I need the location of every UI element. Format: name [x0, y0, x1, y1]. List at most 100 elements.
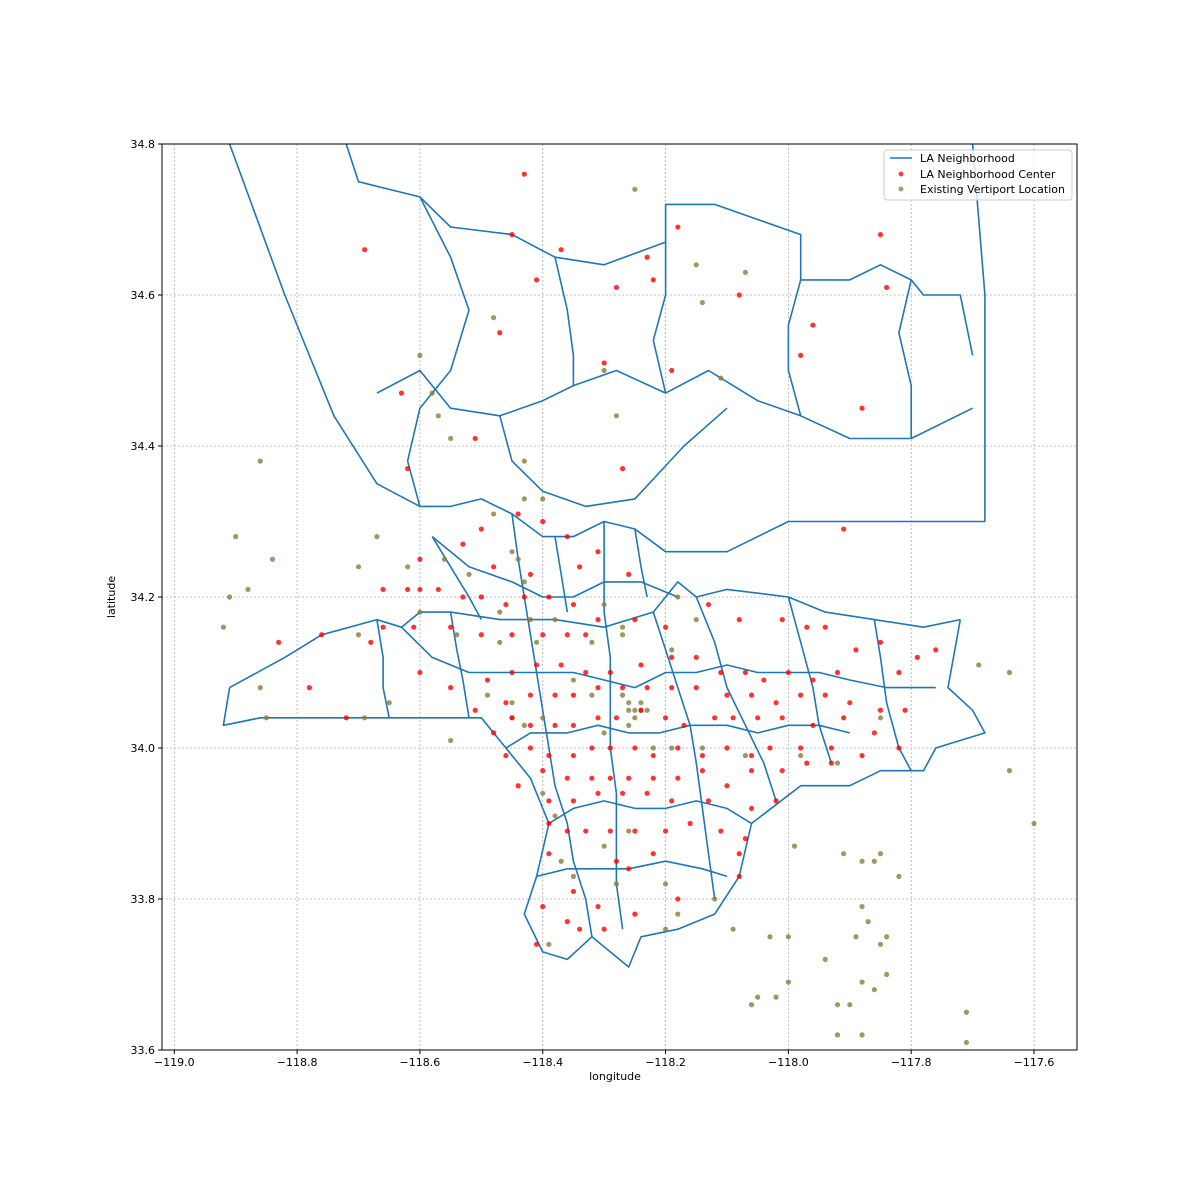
- vertiport-point: [533, 639, 540, 645]
- neighborhood-boundary: [652, 242, 667, 394]
- vertiport-point: [362, 715, 368, 721]
- neighborhood-center-point: [564, 775, 570, 781]
- neighborhood-center-point: [570, 601, 577, 608]
- neighborhood-center-point: [675, 896, 681, 902]
- neighborhood-center-point: [871, 730, 877, 736]
- vertiport-point: [755, 994, 761, 1000]
- neighborhood-center-point: [798, 745, 804, 751]
- vertiport-point: [552, 617, 558, 623]
- neighborhood-boundary: [695, 596, 777, 802]
- vertiport-point: [552, 813, 558, 819]
- vertiport-point: [871, 987, 877, 993]
- neighborhood-boundary: [634, 528, 648, 598]
- neighborhood-center-point: [540, 632, 546, 638]
- neighborhood-center-point: [448, 624, 454, 630]
- neighborhood-boundary: [222, 619, 986, 968]
- y-tick-label: 34.6: [131, 289, 156, 302]
- neighborhood-center-point: [607, 775, 613, 781]
- y-tick-label: 34.0: [131, 742, 156, 755]
- neighborhood-center-point: [509, 232, 515, 238]
- neighborhood-center-point: [718, 828, 724, 834]
- neighborhood-center-point: [619, 790, 626, 796]
- neighborhood-center-point: [736, 292, 742, 298]
- neighborhood-center-point: [515, 783, 521, 789]
- neighborhood-center-point: [779, 768, 785, 774]
- neighborhood-center-point: [896, 669, 902, 676]
- neighborhood-center-point: [343, 715, 349, 721]
- plot-series: [220, 143, 1037, 1046]
- neighborhood-center-point: [632, 828, 638, 834]
- vertiport-point: [718, 375, 724, 381]
- neighborhood-center-point: [558, 247, 564, 253]
- neighborhood-center-point: [570, 888, 577, 895]
- y-tick-label: 33.6: [131, 1044, 156, 1057]
- vertiport-point: [429, 390, 435, 396]
- neighborhood-center-point: [730, 715, 736, 721]
- neighborhood-center-point: [509, 669, 515, 676]
- vertiport-point: [521, 579, 527, 585]
- vertiport-point: [662, 881, 669, 887]
- neighborhood-center-point: [601, 926, 607, 932]
- vertiport-point: [491, 511, 497, 517]
- vertiport-point: [509, 549, 515, 555]
- neighborhood-center-point: [718, 669, 724, 676]
- vertiport-point: [417, 609, 423, 615]
- neighborhood-center-point: [828, 760, 834, 766]
- vertiport-point: [853, 934, 859, 940]
- neighborhood-center-point: [755, 715, 761, 721]
- vertiport-point: [540, 496, 546, 502]
- vertiport-point: [699, 745, 706, 751]
- neighborhood-center-point: [798, 692, 804, 698]
- neighborhood-center-point: [724, 783, 730, 789]
- legend-vertiport-swatch: [898, 186, 904, 192]
- neighborhood-center-point: [675, 745, 681, 751]
- neighborhood-center-point: [748, 805, 755, 812]
- neighborhood-center-point: [417, 669, 423, 676]
- vertiport-point: [491, 315, 497, 321]
- neighborhood-center-point: [589, 775, 595, 781]
- neighborhood-center-point: [527, 571, 534, 577]
- neighborhood-center-point: [380, 624, 386, 630]
- neighborhood-center-point: [650, 752, 656, 759]
- vertiport-point: [441, 556, 448, 562]
- neighborhood-boundary: [499, 407, 728, 508]
- neighborhood-center-point: [497, 330, 503, 336]
- legend-center-swatch: [898, 171, 904, 177]
- neighborhood-center-point: [834, 669, 841, 676]
- vertiport-point: [355, 564, 362, 570]
- vertiport-point: [527, 617, 534, 623]
- vertiport-point: [859, 858, 865, 864]
- neighborhood-center-point: [841, 715, 847, 721]
- neighborhood-center-point: [460, 541, 466, 547]
- vertiport-point: [884, 934, 890, 940]
- vertiport-point: [877, 851, 884, 857]
- neighborhood-center-point: [564, 919, 570, 925]
- neighborhood-center-point: [644, 790, 650, 796]
- vertiport-point: [546, 941, 552, 947]
- vertiport-point: [619, 632, 626, 638]
- vertiport-point: [619, 624, 626, 630]
- vertiport-point: [871, 858, 877, 864]
- neighborhood-center-point: [896, 745, 902, 751]
- vertiport-point: [767, 934, 773, 940]
- neighborhood-center-point: [527, 745, 534, 751]
- neighborhood-center-point: [595, 715, 601, 721]
- neighborhood-boundary: [431, 536, 483, 620]
- vertiport-point: [417, 352, 423, 358]
- vertiport-point: [601, 843, 607, 849]
- neighborhood-center-point: [564, 534, 570, 540]
- neighborhood-center-point: [638, 662, 644, 668]
- vertiport-point: [257, 685, 263, 691]
- neighborhood-center-point: [570, 692, 577, 698]
- neighborhood-center-point: [540, 768, 546, 774]
- neighborhood-center-point: [619, 466, 626, 472]
- neighborhood-center-point: [669, 798, 675, 804]
- vertiport-point: [263, 715, 269, 721]
- neighborhood-center-point: [822, 624, 828, 630]
- neighborhood-center-point: [669, 685, 675, 691]
- x-tick-label: −119.0: [154, 1056, 195, 1069]
- neighborhood-center-point: [460, 594, 466, 600]
- neighborhood-center-point: [478, 526, 484, 532]
- neighborhood-boundary: [548, 800, 752, 825]
- neighborhood-center-point: [748, 752, 755, 759]
